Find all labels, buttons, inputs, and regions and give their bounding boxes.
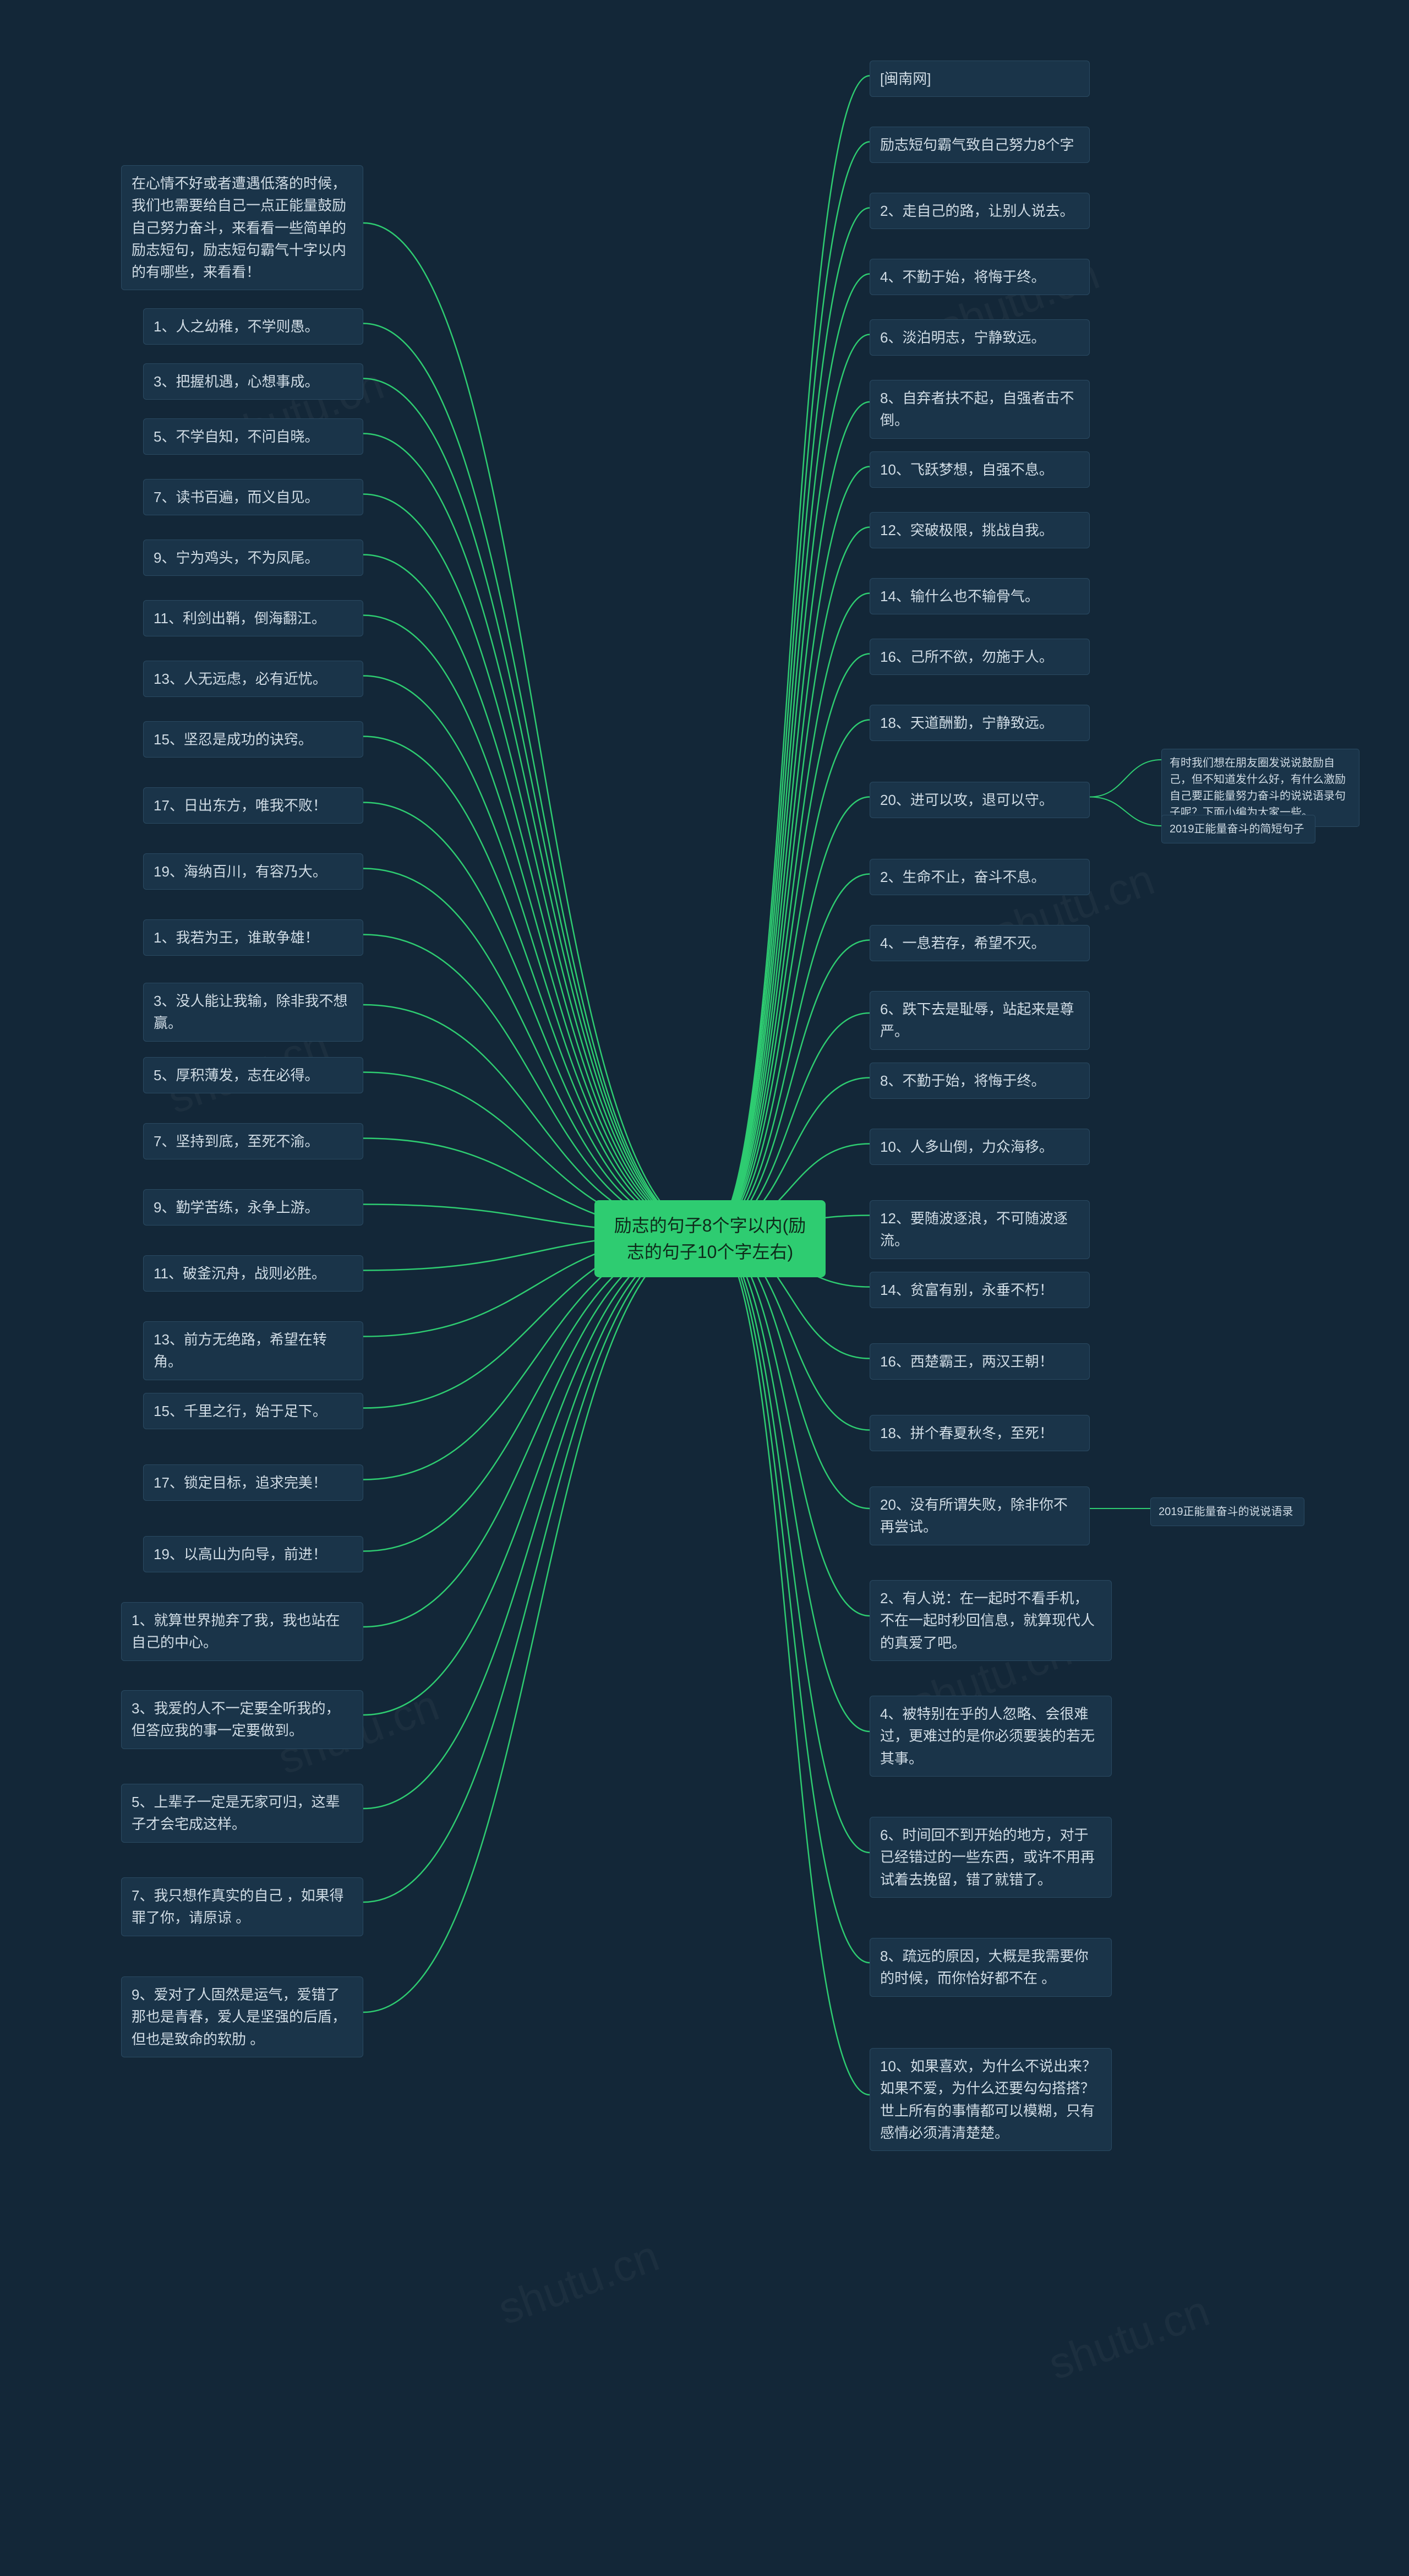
right-node-17: 12、要随波逐浪，不可随波逐流。 (870, 1200, 1090, 1259)
left-node-9: 17、日出东方，唯我不败！ (143, 787, 363, 824)
left-node-21: 1、就算世界抛弃了我，我也站在自己的中心。 (121, 1602, 363, 1661)
center-node: 励志的句子8个字以内(励志的句子10个字左右) (594, 1200, 826, 1277)
right-node-23: 4、被特别在乎的人忽略、会很难过，更难过的是你必须要装的若无其事。 (870, 1696, 1112, 1777)
right-node-14: 6、跌下去是耻辱，站起来是尊严。 (870, 991, 1090, 1050)
left-node-25: 9、爱对了人固然是运气，爱错了那也是青春，爱人是坚强的后盾，但也是致命的软肋 。 (121, 1976, 363, 2057)
left-node-0: 在心情不好或者遭遇低落的时候，我们也需要给自己一点正能量鼓励自己努力奋斗，来看看… (121, 165, 363, 290)
right-node-15: 8、不勤于始，将悔于终。 (870, 1063, 1090, 1099)
left-node-2: 3、把握机遇，心想事成。 (143, 363, 363, 400)
left-node-4: 7、读书百遍，而义自见。 (143, 479, 363, 515)
left-node-11: 1、我若为王，谁敢争雄！ (143, 919, 363, 956)
left-node-13: 5、厚积薄发，志在必得。 (143, 1057, 363, 1093)
right-node-18: 14、贫富有别，永垂不朽！ (870, 1272, 1090, 1308)
right-node-21-sub-0: 2019正能量奋斗的说说语录 (1150, 1497, 1304, 1526)
right-node-6: 10、飞跃梦想，自强不息。 (870, 451, 1090, 488)
right-node-20: 18、拼个春夏秋冬，至死！ (870, 1415, 1090, 1451)
right-node-7: 12、突破极限，挑战自我。 (870, 512, 1090, 548)
left-node-24: 7、我只想作真实的自己 ，如果得罪了你，请原谅 。 (121, 1877, 363, 1936)
right-node-11-sub-1: 2019正能量奋斗的简短句子 (1161, 815, 1315, 843)
left-node-3: 5、不学自知，不问自晓。 (143, 418, 363, 455)
left-node-1: 1、人之幼稚，不学则愚。 (143, 308, 363, 345)
right-node-24: 6、时间回不到开始的地方，对于已经错过的一些东西，或许不用再试着去挽留，错了就错… (870, 1817, 1112, 1898)
right-node-4: 6、淡泊明志，宁静致远。 (870, 319, 1090, 356)
left-node-20: 19、以高山为向导，前进！ (143, 1536, 363, 1572)
right-node-8: 14、输什么也不输骨气。 (870, 578, 1090, 614)
right-node-10: 18、天道酬勤，宁静致远。 (870, 705, 1090, 741)
right-node-3: 4、不勤于始，将悔于终。 (870, 259, 1090, 295)
right-node-12: 2、生命不止，奋斗不息。 (870, 859, 1090, 895)
left-node-7: 13、人无远虑，必有近忧。 (143, 661, 363, 697)
right-node-25: 8、疏远的原因，大概是我需要你的时候，而你恰好都不在 。 (870, 1938, 1112, 1997)
right-node-16: 10、人多山倒，力众海移。 (870, 1129, 1090, 1165)
right-node-19: 16、西楚霸王，两汉王朝！ (870, 1343, 1090, 1380)
right-node-5: 8、自弃者扶不起，自强者击不倒。 (870, 380, 1090, 439)
right-node-0: [闽南网] (870, 61, 1090, 97)
left-node-5: 9、宁为鸡头，不为凤尾。 (143, 540, 363, 576)
left-node-12: 3、没人能让我输，除非我不想赢。 (143, 983, 363, 1042)
left-node-6: 11、利剑出鞘，倒海翻江。 (143, 600, 363, 636)
right-node-21: 20、没有所谓失败，除非你不再尝试。 (870, 1486, 1090, 1545)
left-node-19: 17、锁定目标，追求完美！ (143, 1464, 363, 1501)
left-node-16: 11、破釜沉舟，战则必胜。 (143, 1255, 363, 1292)
left-node-23: 5、上辈子一定是无家可归，这辈子才会宅成这样。 (121, 1784, 363, 1843)
right-node-9: 16、己所不欲，勿施于人。 (870, 639, 1090, 675)
left-node-15: 9、勤学苦练，永争上游。 (143, 1189, 363, 1226)
right-node-13: 4、一息若存，希望不灭。 (870, 925, 1090, 961)
left-node-18: 15、千里之行，始于足下。 (143, 1393, 363, 1429)
left-node-8: 15、坚忍是成功的诀窍。 (143, 721, 363, 758)
left-node-14: 7、坚持到底，至死不渝。 (143, 1123, 363, 1159)
right-node-22: 2、有人说：在一起时不看手机，不在一起时秒回信息，就算现代人的真爱了吧。 (870, 1580, 1112, 1661)
left-node-17: 13、前方无绝路，希望在转角。 (143, 1321, 363, 1380)
right-node-1: 励志短句霸气致自己努力8个字 (870, 127, 1090, 163)
left-node-22: 3、我爱的人不一定要全听我的，但答应我的事一定要做到。 (121, 1690, 363, 1749)
right-node-2: 2、走自己的路，让别人说去。 (870, 193, 1090, 229)
left-node-10: 19、海纳百川，有容乃大。 (143, 853, 363, 890)
right-node-11: 20、进可以攻，退可以守。 (870, 782, 1090, 818)
right-node-26: 10、如果喜欢，为什么不说出来？如果不爱，为什么还要勾勾搭搭？世上所有的事情都可… (870, 2048, 1112, 2151)
